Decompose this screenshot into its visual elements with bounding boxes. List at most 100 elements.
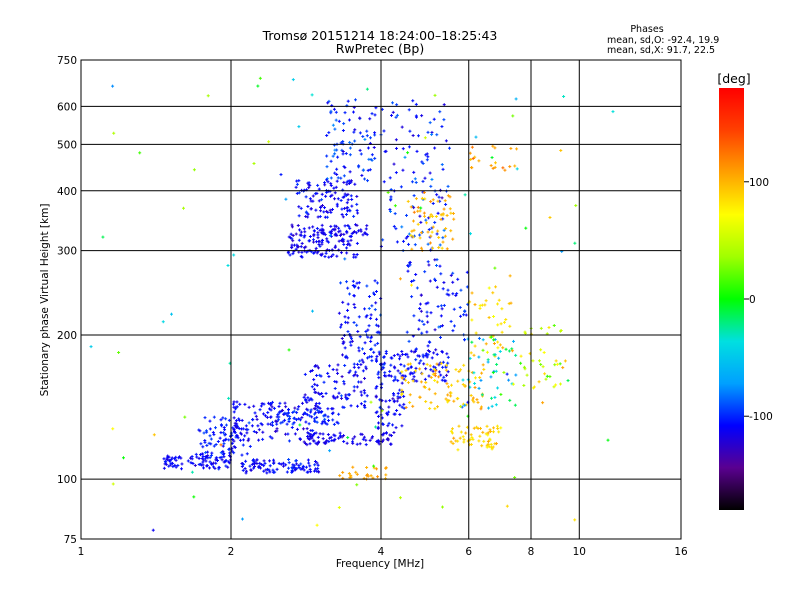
data-point [216,458,220,462]
data-point [445,382,449,386]
data-point [426,155,430,159]
data-point [477,159,481,163]
data-point [310,436,314,440]
data-point [246,428,250,432]
data-point [369,339,373,343]
data-point [433,279,437,283]
data-point [208,466,212,470]
data-point [430,230,434,234]
data-point [316,408,320,412]
data-point [261,437,265,441]
data-point [290,426,294,430]
data-point [502,370,506,374]
data-point [519,361,523,365]
data-point [493,165,497,169]
data-point [449,273,453,277]
data-point [451,211,455,215]
data-point [312,378,316,382]
data-point [485,445,489,449]
data-point [424,302,428,306]
data-point [508,324,512,328]
data-point [392,393,396,397]
data-point [207,441,211,445]
data-point [331,253,335,257]
data-point [306,435,310,439]
colorbar-tick-label: 0 [749,294,756,306]
data-point [392,365,396,369]
data-point [363,400,367,404]
data-point [412,210,416,214]
data-point [306,437,310,441]
data-point [458,436,462,440]
data-point [224,423,228,427]
data-point [232,445,236,449]
data-point [263,414,267,418]
data-point [252,462,256,466]
data-point [293,432,297,436]
data-point [412,228,416,232]
data-point [395,103,399,107]
data-point [202,466,206,470]
data-point [462,438,466,442]
data-point [400,388,404,392]
data-point [286,407,290,411]
data-point [406,381,410,385]
data-point [316,463,320,467]
data-point [297,125,301,129]
colorbar-tick-label: 100 [749,177,769,189]
data-point [472,400,476,404]
data-point [339,232,343,236]
data-point [421,179,425,183]
y-axis-label: Stationary phase Virtual Height [km] [39,204,51,397]
data-point [205,464,209,468]
data-point [302,246,306,250]
data-point [513,475,517,479]
x-tick-label: 10 [573,546,586,558]
y-tick-label: 200 [57,330,77,342]
data-point [369,136,373,140]
data-point [302,468,306,472]
data-point [241,438,245,442]
data-point [295,411,299,415]
data-point [503,168,507,172]
data-point [352,285,356,289]
data-point [499,322,503,326]
data-point [299,467,303,471]
data-point [167,464,171,468]
data-point [384,399,388,403]
data-point [370,304,374,308]
data-point [193,463,197,467]
stats-line-o: mean, sd,O: -92.4, 19.9 [607,35,719,46]
data-point [334,118,338,122]
data-point [474,135,478,139]
data-point [348,340,352,344]
data-point [428,241,432,245]
data-point [354,231,358,235]
data-point [369,347,373,351]
data-point [451,329,455,333]
data-point [333,197,337,201]
data-point [250,462,254,466]
data-point [456,277,460,281]
data-point [451,237,455,241]
data-point [417,327,421,331]
data-point [429,213,433,217]
data-point [373,308,377,312]
colorbar-ramp [719,88,744,510]
data-point [322,210,326,214]
data-point [416,134,420,138]
data-point [408,372,412,376]
data-point [355,241,359,245]
data-point [348,170,352,174]
data-point [347,208,351,212]
data-point [499,426,503,430]
data-point [368,438,372,442]
data-point [305,250,309,254]
data-point [356,329,360,333]
data-point [507,378,511,382]
data-point [237,418,241,422]
data-point [414,358,418,362]
data-point [365,224,369,228]
data-point [477,386,481,390]
data-point [492,342,496,346]
